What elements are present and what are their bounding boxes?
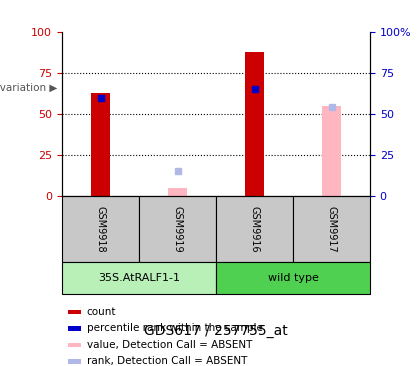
Bar	[168, 188, 187, 196]
Bar	[322, 106, 341, 196]
Text: value, Detection Call = ABSENT: value, Detection Call = ABSENT	[87, 340, 252, 350]
Text: GSM9916: GSM9916	[249, 206, 260, 252]
Text: count: count	[87, 307, 116, 317]
Bar	[293, 196, 370, 262]
Text: 35S.AtRALF1-1: 35S.AtRALF1-1	[98, 273, 180, 283]
Bar	[62, 262, 216, 294]
Bar	[68, 359, 81, 364]
Text: GSM9919: GSM9919	[173, 206, 183, 252]
Bar	[68, 343, 81, 347]
Bar	[68, 326, 81, 331]
Bar	[139, 196, 216, 262]
Bar	[216, 196, 293, 262]
Text: wild type: wild type	[268, 273, 318, 283]
Bar	[216, 262, 370, 294]
Text: GDS617 / 257755_at: GDS617 / 257755_at	[144, 324, 288, 338]
Text: GSM9918: GSM9918	[95, 206, 105, 252]
Bar	[245, 52, 264, 196]
Text: rank, Detection Call = ABSENT: rank, Detection Call = ABSENT	[87, 356, 247, 366]
Text: genotype/variation ▶: genotype/variation ▶	[0, 83, 57, 93]
Text: GSM9917: GSM9917	[326, 206, 336, 253]
Bar	[62, 196, 139, 262]
Bar	[68, 310, 81, 314]
Text: percentile rank within the sample: percentile rank within the sample	[87, 324, 262, 333]
Bar	[91, 93, 110, 196]
